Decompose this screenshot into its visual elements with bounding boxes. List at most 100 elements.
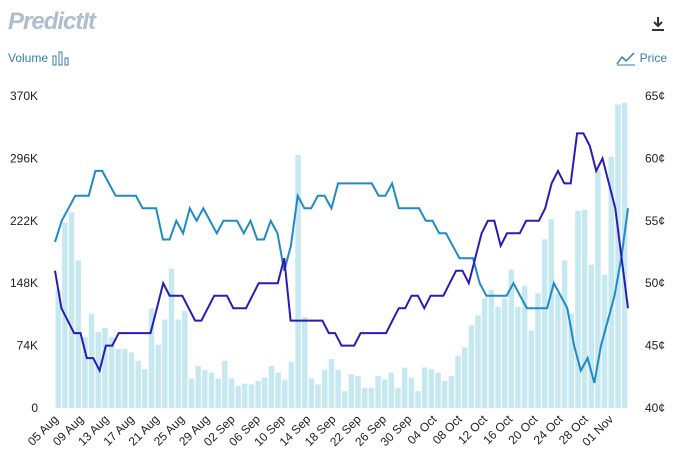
volume-bar	[421, 367, 428, 408]
volume-bar	[208, 372, 215, 408]
y-right-tick-label: 65¢	[645, 89, 665, 103]
volume-bar	[202, 370, 208, 408]
volume-bar	[135, 360, 141, 408]
volume-bar	[468, 325, 475, 408]
volume-bar	[275, 372, 281, 408]
line-chart-icon	[616, 52, 635, 66]
volume-bar	[262, 377, 268, 408]
volume-bar	[448, 375, 455, 408]
volume-bar	[361, 387, 368, 408]
y-right-tick-label: 50¢	[645, 276, 665, 290]
volume-bar	[441, 381, 448, 408]
volume-bar	[308, 378, 315, 408]
volume-bar	[368, 387, 375, 408]
volume-bar	[488, 289, 495, 408]
volume-bar	[355, 375, 361, 408]
volume-label: Volume	[8, 51, 49, 65]
volume-bar	[568, 313, 574, 408]
volume-bar	[108, 337, 115, 408]
volume-bar	[268, 365, 275, 408]
volume-bar	[495, 306, 501, 408]
volume-bar	[621, 102, 628, 408]
volume-bar	[115, 348, 121, 408]
volume-bar	[581, 209, 588, 408]
volume-bar	[102, 327, 108, 408]
volume-bar	[235, 386, 241, 408]
volume-bar	[255, 381, 261, 408]
volume-bar	[508, 269, 515, 408]
volume-bar	[228, 378, 235, 408]
volume-legend: Volume	[8, 50, 70, 66]
volume-bar	[128, 352, 135, 408]
volume-bar	[415, 391, 421, 408]
y-right-tick-label: 60¢	[645, 151, 665, 165]
volume-bar	[561, 260, 568, 408]
volume-bar	[75, 260, 81, 408]
volume-bar	[302, 316, 308, 408]
volume-bar	[535, 293, 541, 408]
y-left-tick-label: 370K	[10, 89, 38, 103]
volume-bar	[588, 264, 594, 408]
download-icon[interactable]	[648, 14, 668, 34]
volume-bar	[348, 374, 355, 408]
volume-bar	[195, 365, 201, 408]
volume-bar	[335, 370, 341, 408]
y-right-tick-label: 55¢	[645, 214, 665, 228]
volume-bar	[548, 219, 555, 408]
volume-bar	[122, 348, 128, 408]
volume-bar	[175, 319, 181, 408]
volume-bar	[575, 210, 581, 408]
volume-bar	[615, 104, 621, 409]
volume-bar	[142, 369, 148, 408]
volume-bar	[461, 347, 468, 408]
volume-bar	[322, 370, 328, 408]
volume-bar	[68, 212, 75, 408]
bar-chart-icon	[52, 51, 69, 66]
volume-bar	[395, 387, 401, 408]
price-label: Price	[639, 51, 667, 65]
volume-bar	[315, 384, 321, 408]
price-line	[54, 132, 629, 374]
volume-bar	[215, 378, 221, 408]
volume-bar	[342, 391, 348, 408]
volume-bar	[188, 378, 195, 408]
price-legend: Price	[616, 50, 667, 66]
volume-bar	[435, 372, 441, 408]
y-left-tick-label: 74K	[17, 339, 38, 353]
volume-bar	[375, 375, 381, 408]
y-left-tick-label: 0	[31, 401, 38, 415]
volume-bar	[555, 293, 561, 408]
y-right-tick-label: 40¢	[645, 401, 665, 415]
volume-bar	[162, 319, 168, 408]
volume-bar	[148, 308, 155, 408]
volume-bar	[55, 289, 61, 408]
volume-bar	[381, 379, 388, 408]
volume-bar	[288, 361, 295, 408]
volume-bar	[248, 384, 255, 408]
volume-bar	[475, 315, 481, 408]
volume-bar	[408, 377, 415, 408]
volume-bar	[242, 383, 248, 408]
volume-bar	[222, 360, 228, 408]
volume-bar	[481, 298, 488, 408]
volume-bar	[601, 274, 608, 408]
volume-bar	[595, 170, 601, 408]
y-right-tick-label: 45¢	[645, 339, 665, 353]
volume-bar	[168, 268, 175, 408]
volume-bar	[328, 359, 335, 408]
volume-bar	[608, 156, 614, 408]
price-line	[54, 169, 629, 384]
y-left-tick-label: 222K	[10, 214, 38, 228]
volume-bar	[182, 311, 188, 408]
volume-bar	[282, 380, 288, 408]
y-left-tick-label: 148K	[10, 276, 38, 290]
predictit-logo: PredictIt	[8, 8, 96, 35]
volume-bar	[515, 306, 521, 408]
volume-bar	[401, 367, 408, 408]
volume-bar	[88, 313, 95, 408]
volume-bar	[155, 344, 161, 408]
volume-bar	[82, 337, 88, 408]
volume-bar	[295, 155, 301, 408]
volume-bar	[521, 285, 528, 408]
